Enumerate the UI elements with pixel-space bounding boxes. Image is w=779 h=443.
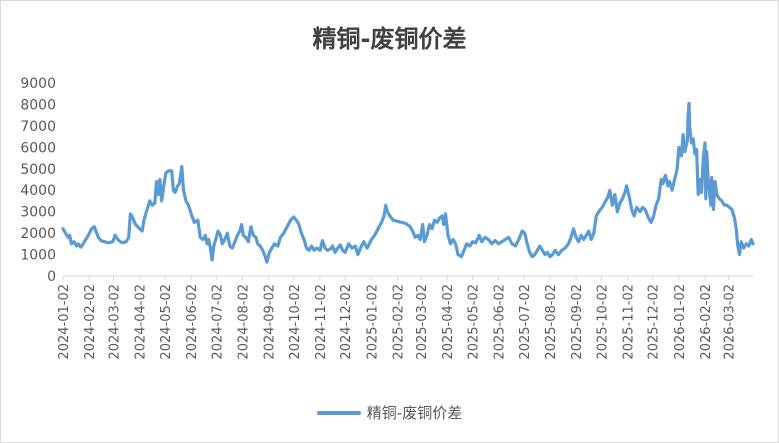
- y-tick-label: 7000: [20, 119, 56, 135]
- x-tick-label: 2024-07-02: [210, 284, 225, 360]
- x-tick-label: 2024-12-02: [339, 284, 354, 360]
- x-tick-label: 2024-04-02: [134, 284, 149, 360]
- series-line: [61, 101, 755, 264]
- x-tick-label: 2026-01-02: [673, 284, 688, 360]
- y-tick-label: 0: [47, 269, 56, 285]
- chart-title: 精铜-废铜价差: [312, 25, 467, 53]
- y-tick-label: 6000: [20, 140, 56, 156]
- x-tick-label: 2025-10-02: [595, 284, 610, 360]
- x-axis: 2024-01-02 2024-02-02 2024-03-02 2024-04-02…: [57, 275, 753, 360]
- plot-area: [61, 101, 755, 264]
- x-tick-label: 2025-01-02: [365, 284, 380, 360]
- x-tick-label: 2025-03-02: [415, 284, 430, 360]
- x-tick-label: 2024-08-02: [236, 284, 251, 360]
- y-tick-label: 2000: [20, 226, 56, 242]
- x-tick-label: 2024-11-02: [314, 284, 329, 360]
- legend-label: 精铜-废铜价差: [366, 404, 463, 422]
- legend-swatch: [316, 410, 361, 415]
- x-tick-label: 2025-06-02: [493, 284, 508, 360]
- x-tick-label: 2024-10-02: [288, 284, 303, 360]
- y-tick-label: 9000: [20, 76, 56, 92]
- y-axis: 0 1000 2000 3000 4000 5000 6000 7000 8000 9000: [20, 76, 56, 285]
- y-tick-label: 4000: [20, 183, 56, 199]
- x-tick-label: 2026-03-02: [723, 284, 738, 360]
- legend: 精铜-废铜价差: [1, 402, 778, 423]
- x-tick-label: 2024-05-02: [159, 284, 174, 360]
- x-tick-label: 2024-03-02: [108, 284, 123, 360]
- x-tick-label: 2025-11-02: [621, 284, 636, 360]
- y-tick-label: 8000: [20, 97, 56, 113]
- x-tick-label: 2024-06-02: [185, 284, 200, 360]
- y-tick-label: 3000: [20, 205, 56, 221]
- y-tick-label: 5000: [20, 162, 56, 178]
- x-tick-label: 2026-02-02: [699, 284, 714, 360]
- x-tick-label: 2025-08-02: [544, 284, 559, 360]
- x-tick-label: 2025-04-02: [441, 284, 456, 360]
- x-tick-label: 2024-09-02: [263, 284, 278, 360]
- x-tick-label: 2025-09-02: [570, 284, 585, 360]
- x-tick-label: 2024-02-02: [83, 284, 98, 360]
- x-tick-label: 2025-07-02: [518, 284, 533, 360]
- x-tick-label: 2025-12-02: [647, 284, 662, 360]
- x-tick-label: 2024-01-02: [57, 284, 72, 360]
- x-tick-label: 2025-02-02: [391, 284, 406, 360]
- x-tick-label: 2025-05-02: [466, 284, 481, 360]
- y-tick-label: 1000: [20, 248, 56, 264]
